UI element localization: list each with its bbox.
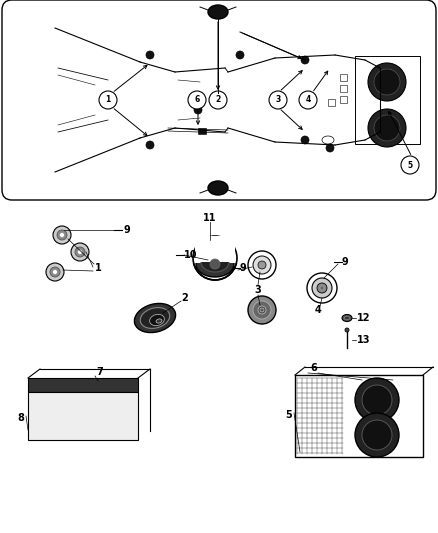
Ellipse shape	[208, 181, 228, 195]
Text: 4: 4	[314, 305, 321, 315]
Circle shape	[46, 263, 64, 281]
Text: 13: 13	[357, 335, 371, 345]
Circle shape	[269, 91, 287, 109]
Text: 7: 7	[97, 367, 103, 377]
Circle shape	[368, 63, 406, 101]
Text: 5: 5	[285, 410, 292, 420]
Bar	[340, 96, 347, 103]
Ellipse shape	[345, 316, 350, 320]
Text: 6: 6	[310, 363, 317, 373]
Circle shape	[355, 413, 399, 457]
FancyBboxPatch shape	[2, 0, 436, 200]
Circle shape	[209, 91, 227, 109]
Circle shape	[60, 232, 64, 238]
Bar	[340, 85, 347, 92]
Bar	[295, 375, 423, 457]
Circle shape	[248, 296, 276, 324]
Bar	[355, 56, 420, 144]
Bar	[198, 128, 206, 134]
Circle shape	[320, 286, 324, 290]
Bar	[195, 236, 235, 262]
Ellipse shape	[134, 303, 176, 333]
Bar	[28, 378, 138, 392]
Text: 5: 5	[407, 160, 413, 169]
Circle shape	[210, 259, 220, 269]
Text: 3: 3	[254, 285, 261, 295]
Circle shape	[71, 243, 89, 261]
Bar	[340, 74, 347, 81]
Circle shape	[401, 156, 419, 174]
Circle shape	[258, 306, 266, 314]
Ellipse shape	[196, 251, 234, 277]
Ellipse shape	[156, 319, 162, 323]
Text: 9: 9	[240, 263, 247, 273]
Circle shape	[194, 106, 202, 114]
Circle shape	[317, 283, 327, 293]
Circle shape	[312, 278, 332, 298]
Circle shape	[299, 91, 317, 109]
Circle shape	[362, 385, 392, 415]
Text: 9: 9	[342, 257, 349, 267]
Circle shape	[326, 144, 334, 152]
Ellipse shape	[345, 328, 349, 332]
Text: 9: 9	[124, 225, 131, 235]
Bar	[28, 392, 138, 440]
Circle shape	[50, 267, 60, 277]
Text: 1: 1	[95, 263, 101, 273]
Circle shape	[258, 261, 266, 269]
Circle shape	[57, 230, 67, 240]
Circle shape	[301, 56, 309, 64]
Circle shape	[248, 251, 276, 279]
Ellipse shape	[150, 314, 164, 326]
Circle shape	[253, 301, 271, 319]
Text: 11: 11	[203, 213, 217, 223]
Circle shape	[99, 91, 117, 109]
Ellipse shape	[208, 5, 228, 19]
Circle shape	[362, 420, 392, 450]
Circle shape	[78, 249, 82, 254]
Circle shape	[53, 270, 57, 274]
Ellipse shape	[140, 308, 170, 328]
Text: 2: 2	[215, 95, 221, 104]
Circle shape	[374, 69, 400, 95]
Text: 10: 10	[184, 250, 198, 260]
Text: 2: 2	[182, 293, 188, 303]
Ellipse shape	[322, 136, 334, 144]
Text: 8: 8	[17, 413, 24, 423]
Circle shape	[53, 226, 71, 244]
Text: 3: 3	[276, 95, 281, 104]
Circle shape	[193, 236, 237, 280]
Circle shape	[368, 109, 406, 147]
Circle shape	[236, 51, 244, 59]
Text: 1: 1	[106, 95, 111, 104]
Text: 4: 4	[305, 95, 311, 104]
Ellipse shape	[201, 252, 229, 272]
Text: 6: 6	[194, 95, 200, 104]
Circle shape	[374, 115, 400, 141]
Circle shape	[75, 247, 85, 257]
Bar	[328, 99, 335, 106]
Circle shape	[307, 273, 337, 303]
Circle shape	[146, 141, 154, 149]
Circle shape	[146, 51, 154, 59]
Text: 12: 12	[357, 313, 371, 323]
Circle shape	[355, 378, 399, 422]
Circle shape	[260, 308, 264, 312]
Ellipse shape	[342, 314, 352, 321]
Circle shape	[188, 91, 206, 109]
Circle shape	[253, 256, 271, 274]
Bar	[190, 233, 240, 263]
Circle shape	[301, 136, 309, 144]
